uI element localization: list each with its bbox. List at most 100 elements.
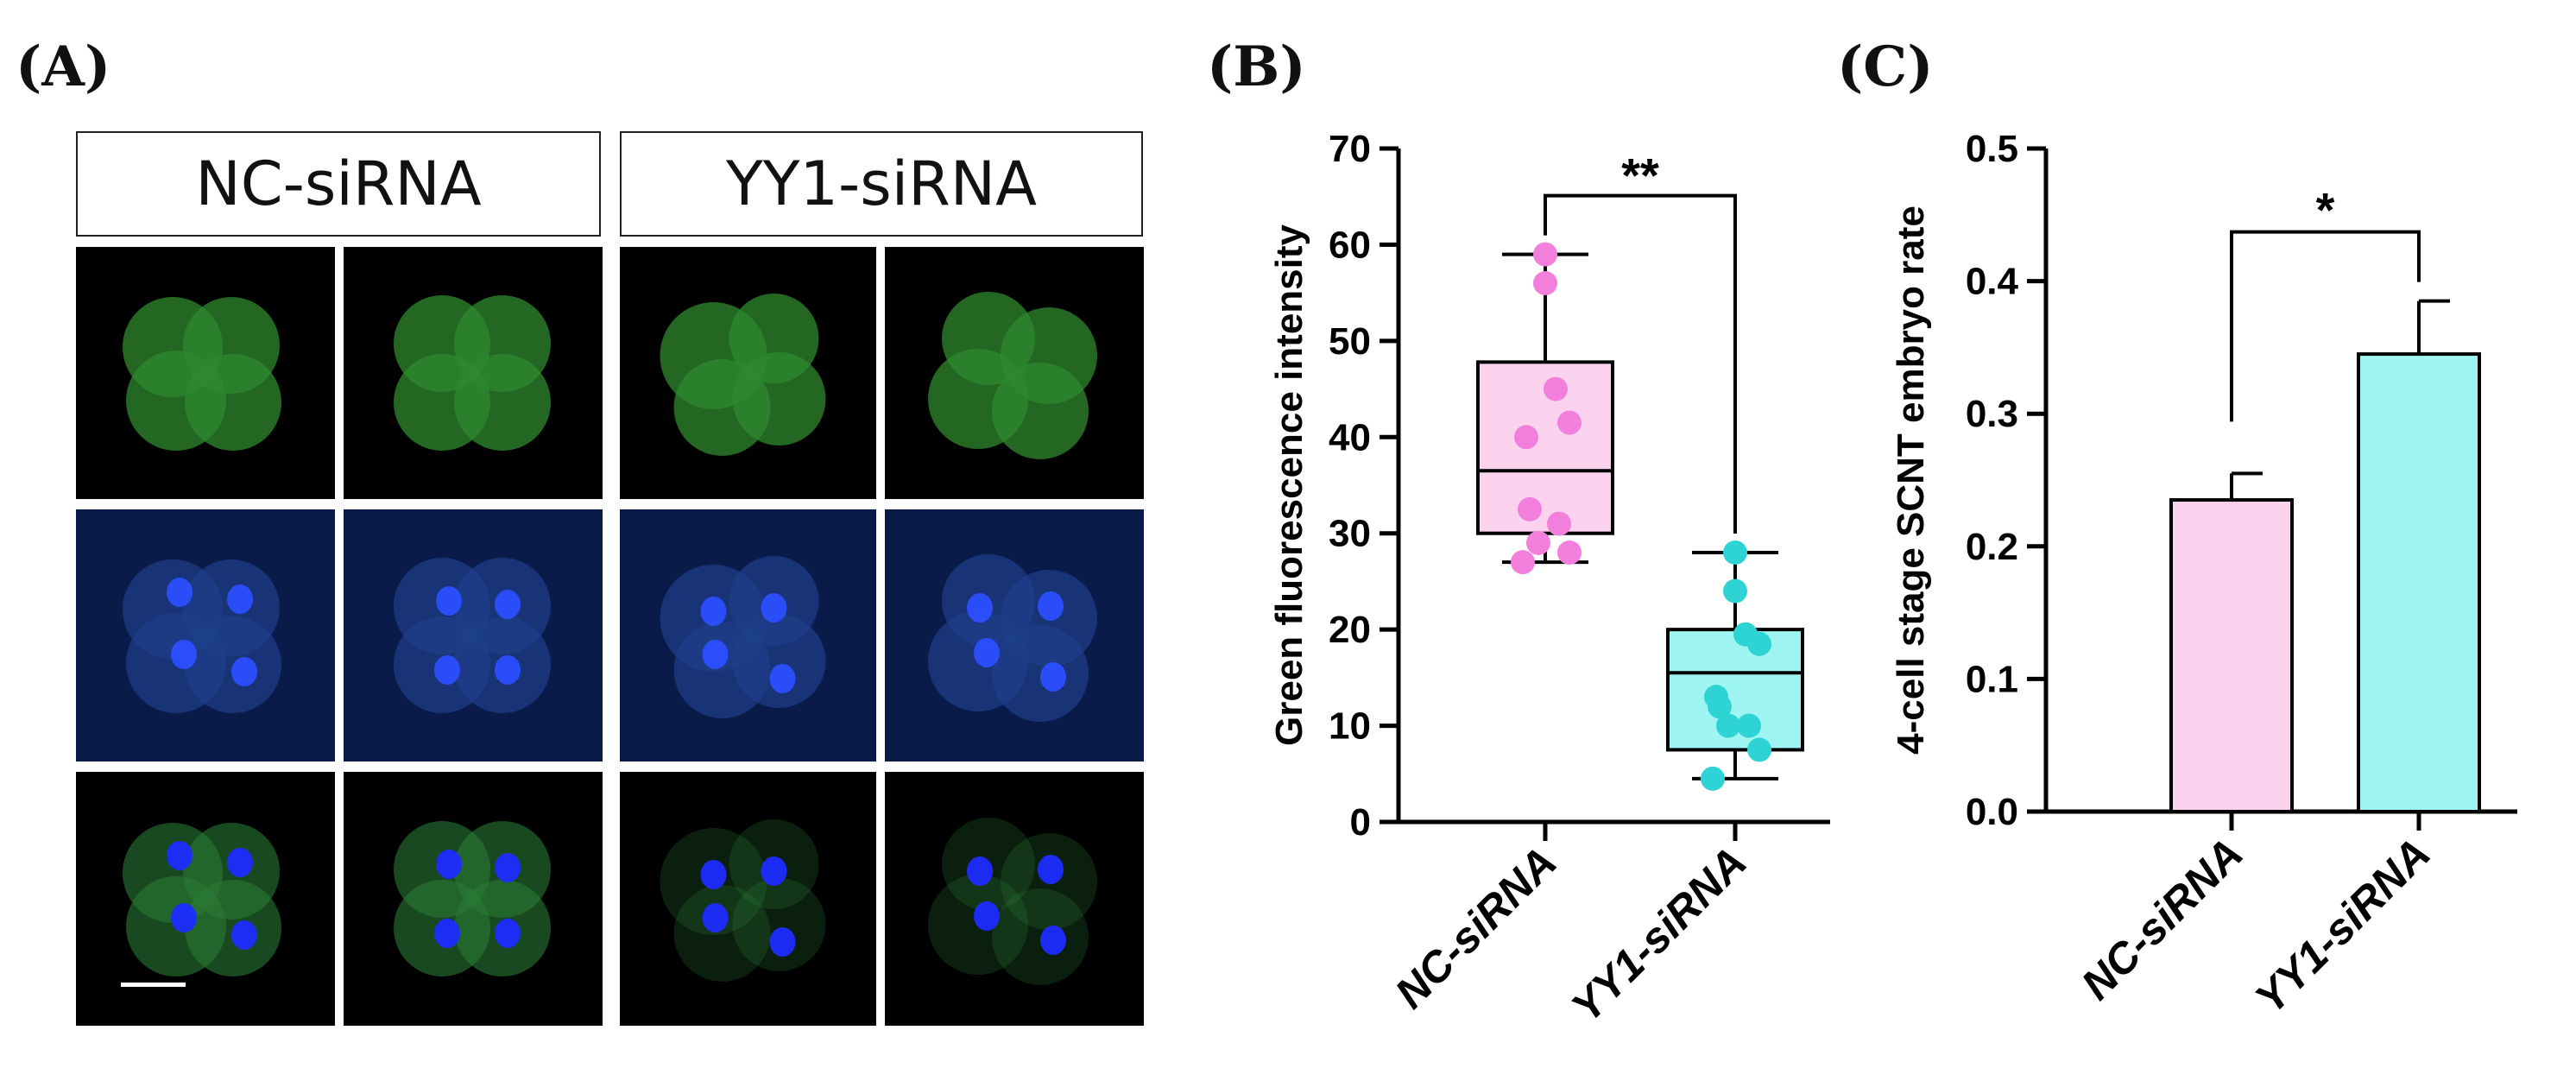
- micro-tile-blue-2: [344, 509, 603, 762]
- scale-bar: [121, 983, 186, 987]
- nucleus: [171, 640, 197, 669]
- nucleus: [227, 585, 253, 614]
- nucleus: [495, 655, 521, 685]
- panel-b-letter: (B): [1207, 35, 1306, 99]
- y-tick-label: 0: [1350, 801, 1371, 844]
- nucleus: [769, 664, 796, 693]
- micro-image: [394, 558, 551, 713]
- nucleus: [167, 578, 193, 607]
- y-tick-label: 0.5: [1966, 128, 2018, 170]
- nucleus: [231, 657, 257, 686]
- micro-tile-merge-3: [620, 772, 876, 1026]
- significance-bracket: [1544, 193, 1737, 534]
- micro-tile-merge-1: [76, 772, 335, 1026]
- data-point: [1716, 713, 1740, 738]
- nucleus: [436, 586, 462, 616]
- data-point: [1514, 425, 1538, 450]
- nucleus: [495, 590, 521, 619]
- micro-tile-green-3: [620, 247, 876, 499]
- group-header-yy1-sirna: YY1-siRNA: [620, 131, 1143, 237]
- data-point: [1526, 530, 1550, 555]
- micro-tile-green-4: [885, 247, 1144, 499]
- y-tick-label: 60: [1329, 224, 1371, 266]
- y-tick-label: 0.2: [1966, 526, 2018, 568]
- micro-image: [123, 559, 281, 713]
- y-tick-label: 10: [1329, 705, 1371, 748]
- blastomere: [992, 625, 1089, 722]
- y-tick-label: 0.0: [1966, 791, 2018, 833]
- nucleus: [967, 856, 993, 886]
- nucleus: [436, 850, 462, 879]
- data-point: [1747, 737, 1771, 762]
- blastomere: [732, 878, 826, 971]
- data-point: [1511, 550, 1535, 575]
- nucleus: [495, 853, 521, 882]
- data-point: [1723, 540, 1747, 565]
- nucleus: [974, 638, 1000, 667]
- nucleus: [769, 927, 796, 957]
- nucleus: [1038, 855, 1064, 884]
- micro-image: [394, 821, 551, 976]
- panel-c-letter: (C): [1837, 35, 1934, 99]
- nucleus: [974, 901, 1000, 931]
- micro-image: [394, 295, 551, 451]
- y-axis-label: 4-cell stage SCNT embryo rate: [1890, 205, 1932, 755]
- panel-a-letter: (A): [16, 35, 111, 99]
- micro-image: [660, 556, 826, 718]
- micro-tile-blue-4: [885, 509, 1144, 762]
- nucleus: [967, 593, 993, 622]
- micro-image: [660, 819, 826, 982]
- micro-image: [928, 292, 1097, 459]
- y-tick-label: 0.3: [1966, 393, 2018, 435]
- y-tick-label: 70: [1329, 128, 1371, 170]
- micro-image: [660, 294, 826, 456]
- nucleus: [1040, 662, 1066, 692]
- data-point: [1737, 713, 1761, 738]
- nucleus: [700, 860, 727, 889]
- micro-tile-green-1: [76, 247, 335, 499]
- y-tick-label: 0.1: [1966, 658, 2018, 700]
- data-point: [1701, 766, 1725, 791]
- blastomere: [185, 354, 281, 451]
- data-point: [1533, 271, 1557, 295]
- nucleus: [171, 903, 197, 932]
- nucleus: [167, 841, 193, 870]
- nucleus: [231, 920, 257, 950]
- nucleus: [702, 640, 729, 669]
- nucleus: [761, 593, 787, 622]
- y-tick-label: 50: [1329, 320, 1371, 363]
- group-header-nc-sirna: NC-siRNA: [76, 131, 601, 237]
- micro-tile-green-2: [344, 247, 603, 499]
- y-tick-label: 0.4: [1966, 261, 2019, 303]
- x-tick-label: NC-siRNA: [2072, 829, 2252, 1009]
- nucleus: [1038, 591, 1064, 621]
- micro-tile-merge-4: [885, 772, 1144, 1026]
- y-tick-label: 20: [1329, 609, 1371, 651]
- micro-image: [121, 823, 281, 987]
- bar: [2169, 498, 2294, 813]
- blastomere: [454, 354, 551, 451]
- blastomere: [673, 885, 771, 982]
- data-point: [1708, 694, 1732, 719]
- data-point: [1723, 578, 1747, 604]
- nucleus: [434, 655, 460, 685]
- blastomere: [732, 615, 826, 708]
- micro-tile-blue-1: [76, 509, 335, 762]
- y-tick-label: 30: [1329, 513, 1371, 555]
- blastomere: [992, 363, 1089, 459]
- data-point: [1557, 410, 1582, 435]
- nucleus: [702, 903, 729, 932]
- data-point: [1544, 376, 1568, 401]
- nucleus: [761, 856, 787, 886]
- data-point: [1747, 631, 1771, 656]
- data-point: [1547, 511, 1571, 536]
- blastomere: [992, 888, 1089, 985]
- micro-image: [928, 554, 1097, 722]
- significance-label: *: [2316, 183, 2335, 237]
- nucleus: [227, 848, 253, 877]
- significance-label: **: [1621, 149, 1659, 203]
- nucleus: [434, 919, 460, 948]
- nucleus: [700, 597, 727, 626]
